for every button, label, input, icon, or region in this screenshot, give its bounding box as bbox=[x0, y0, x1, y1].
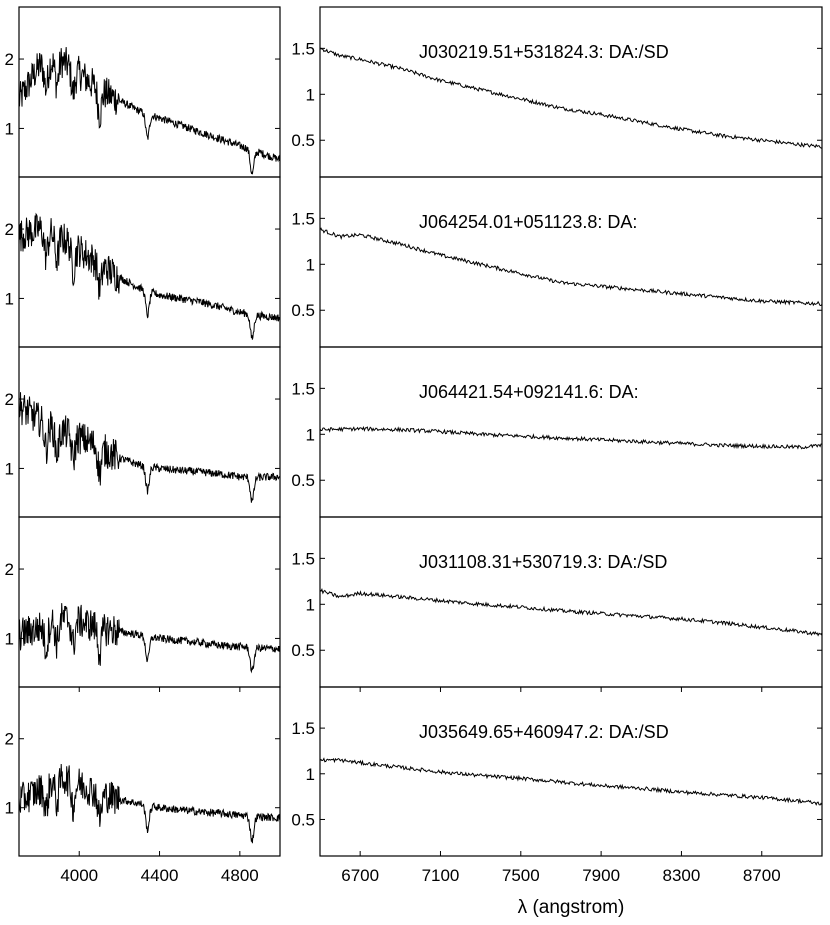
y-tick-label: 0.5 bbox=[291, 301, 315, 320]
spectrum-line bbox=[19, 764, 280, 843]
panel-title: J064254.01+051123.8: DA: bbox=[419, 212, 637, 232]
panel-frame bbox=[19, 687, 280, 856]
panel-right-5: 0.5 1 1.5 6700 7100 7500 7900 8300 8700 J035649.6… bbox=[291, 687, 822, 885]
spectrum-line bbox=[320, 759, 822, 806]
y-tick-label: 1 bbox=[306, 425, 315, 444]
y-tick-label: 1.5 bbox=[291, 719, 315, 738]
spectrum-line bbox=[320, 589, 822, 635]
panel-right-3: 0.5 1 1.5 J064421.54+092141.6: DA: bbox=[291, 347, 822, 517]
x-tick-label: 7900 bbox=[582, 866, 620, 885]
panel-left-4: 12 bbox=[5, 517, 280, 687]
spectrum-line bbox=[19, 603, 280, 672]
spectrum-line bbox=[19, 47, 280, 174]
spectrum-line bbox=[19, 214, 280, 340]
x-tick-label: 4400 bbox=[141, 866, 179, 885]
x-tick-label: 7500 bbox=[502, 866, 540, 885]
y-tick-label: 1.5 bbox=[291, 39, 315, 58]
spectrum-line bbox=[320, 48, 822, 148]
y-tick-label: 1 bbox=[306, 595, 315, 614]
panel-left-3: 12 bbox=[5, 347, 280, 517]
x-tick-label: 8700 bbox=[743, 866, 781, 885]
y-tick-label: 0.5 bbox=[291, 131, 315, 150]
y-tick-label: 2 bbox=[5, 560, 14, 579]
x-tick-label: 8300 bbox=[663, 866, 701, 885]
panel-right-1: 0.5 1 1.5 J030219.51+531824.3: DA:/SD bbox=[291, 7, 822, 177]
panel-frame bbox=[19, 517, 280, 687]
spectrum-line bbox=[320, 427, 822, 449]
y-tick-label: 2 bbox=[5, 730, 14, 749]
panel-frame bbox=[320, 687, 822, 856]
y-tick-label: 0.5 bbox=[291, 810, 315, 829]
panel-frame bbox=[19, 347, 280, 517]
panel-right-2: 0.5 1 1.5 J064254.01+051123.8: DA: bbox=[291, 177, 822, 347]
y-tick-label: 2 bbox=[5, 220, 14, 239]
panel-title: J064421.54+092141.6: DA: bbox=[419, 382, 639, 402]
panel-left-5: 1 2 4000 4400 4800 bbox=[5, 687, 280, 885]
panel-frame bbox=[320, 347, 822, 517]
y-tick-label: 1 bbox=[306, 255, 315, 274]
y-tick-label: 1 bbox=[5, 459, 14, 478]
y-tick-label: 2 bbox=[5, 50, 14, 69]
y-tick-label: 1.5 bbox=[291, 209, 315, 228]
y-tick-label: 1 bbox=[5, 289, 14, 308]
panel-frame bbox=[320, 177, 822, 347]
panel-frame bbox=[320, 7, 822, 177]
y-tick-label: 0.5 bbox=[291, 641, 315, 660]
panel-left-1: 12 bbox=[5, 7, 280, 177]
x-axis-label: λ (angstrom) bbox=[518, 897, 625, 918]
panel-title: J031108.31+530719.3: DA:/SD bbox=[419, 552, 667, 572]
panel-title: J035649.65+460947.2: DA:/SD bbox=[419, 722, 669, 742]
y-tick-label: 1.5 bbox=[291, 379, 315, 398]
x-tick-label: 4000 bbox=[60, 866, 98, 885]
y-tick-label: 1.5 bbox=[291, 549, 315, 568]
y-tick-label: 1 bbox=[5, 119, 14, 138]
x-tick-label: 4800 bbox=[221, 866, 259, 885]
panel-left-2: 12 bbox=[5, 177, 280, 347]
spectrum-line bbox=[19, 392, 280, 503]
panel-frame bbox=[320, 517, 822, 687]
panel-right-4: 0.5 1 1.5 J031108.31+530719.3: DA:/SD bbox=[291, 517, 822, 687]
x-tick-label: 7100 bbox=[422, 866, 460, 885]
x-tick-label: 6700 bbox=[341, 866, 379, 885]
y-tick-label: 1 bbox=[306, 765, 315, 784]
y-tick-label: 0.5 bbox=[291, 471, 315, 490]
y-tick-label: 2 bbox=[5, 390, 14, 409]
y-tick-label: 1 bbox=[5, 629, 14, 648]
spectrum-line bbox=[320, 228, 822, 305]
panel-frame bbox=[19, 7, 280, 177]
panels-group: 120.511.5 J030219.51+531824.3: DA:/SD120.… bbox=[5, 7, 822, 885]
panel-title: J030219.51+531824.3: DA:/SD bbox=[419, 42, 669, 62]
y-tick-label: 1 bbox=[5, 799, 14, 818]
y-tick-label: 1 bbox=[306, 85, 315, 104]
